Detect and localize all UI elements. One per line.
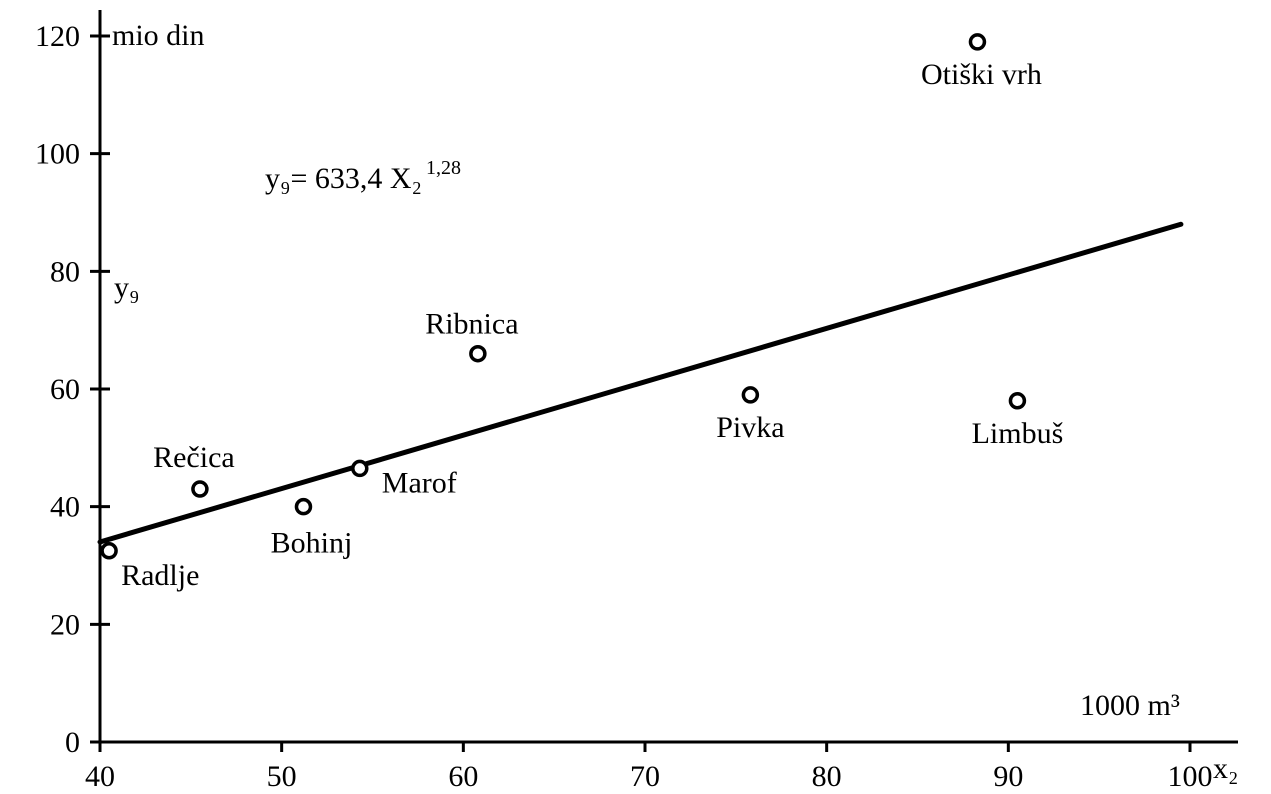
y-tick-label: 0	[65, 726, 80, 759]
data-point	[294, 497, 313, 516]
x-tick-label: 90	[993, 760, 1023, 793]
data-point	[351, 459, 369, 478]
x-tick-label: 40	[85, 760, 115, 793]
equation-variable: X₂	[390, 162, 422, 195]
data-point	[469, 344, 487, 363]
point-label: Radlje	[121, 559, 199, 592]
x-tick-label: 70	[630, 760, 660, 793]
data-point	[741, 386, 760, 404]
y-tick-label: 40	[50, 491, 80, 524]
x-tick-label: 80	[812, 760, 842, 793]
y-tick-label: 60	[50, 373, 80, 406]
x-tick-label: 100	[1168, 760, 1213, 793]
point-label: Ribnica	[425, 308, 518, 341]
y-tick-label: 20	[50, 608, 80, 641]
point-label: Rečica	[153, 441, 235, 474]
point-label: Bohinj	[271, 527, 353, 560]
data-point	[968, 33, 987, 51]
x-tick-label: 60	[448, 760, 478, 793]
y-tick-label: 80	[50, 255, 80, 288]
x-axis-label: x₂	[1213, 752, 1238, 785]
y-unit-label: mio din	[112, 19, 205, 52]
axes	[98, 10, 1238, 744]
regression-equation: y₉= 633,4 X₂ 1,28	[265, 157, 461, 195]
x-unit-label: 1000 m³	[1080, 689, 1180, 722]
regression-line	[97, 221, 1184, 545]
point-label: Marof	[382, 466, 457, 499]
point-label: Pivka	[716, 411, 784, 444]
x-tick-label: 50	[267, 760, 297, 793]
equation-lhs: y₉	[265, 162, 290, 195]
equation-exponent: 1,28	[426, 157, 461, 179]
y-tick-label: 120	[35, 20, 80, 53]
data-point	[1008, 392, 1027, 410]
data-point	[100, 542, 118, 560]
point-label: Otiški vrh	[921, 58, 1042, 91]
y-tick-label: 100	[35, 138, 80, 171]
point-label: Limbuš	[972, 417, 1064, 450]
y-axis-label: y₉	[114, 271, 139, 304]
equation-coefficient: 633,4	[315, 162, 383, 195]
data-point	[191, 480, 209, 498]
